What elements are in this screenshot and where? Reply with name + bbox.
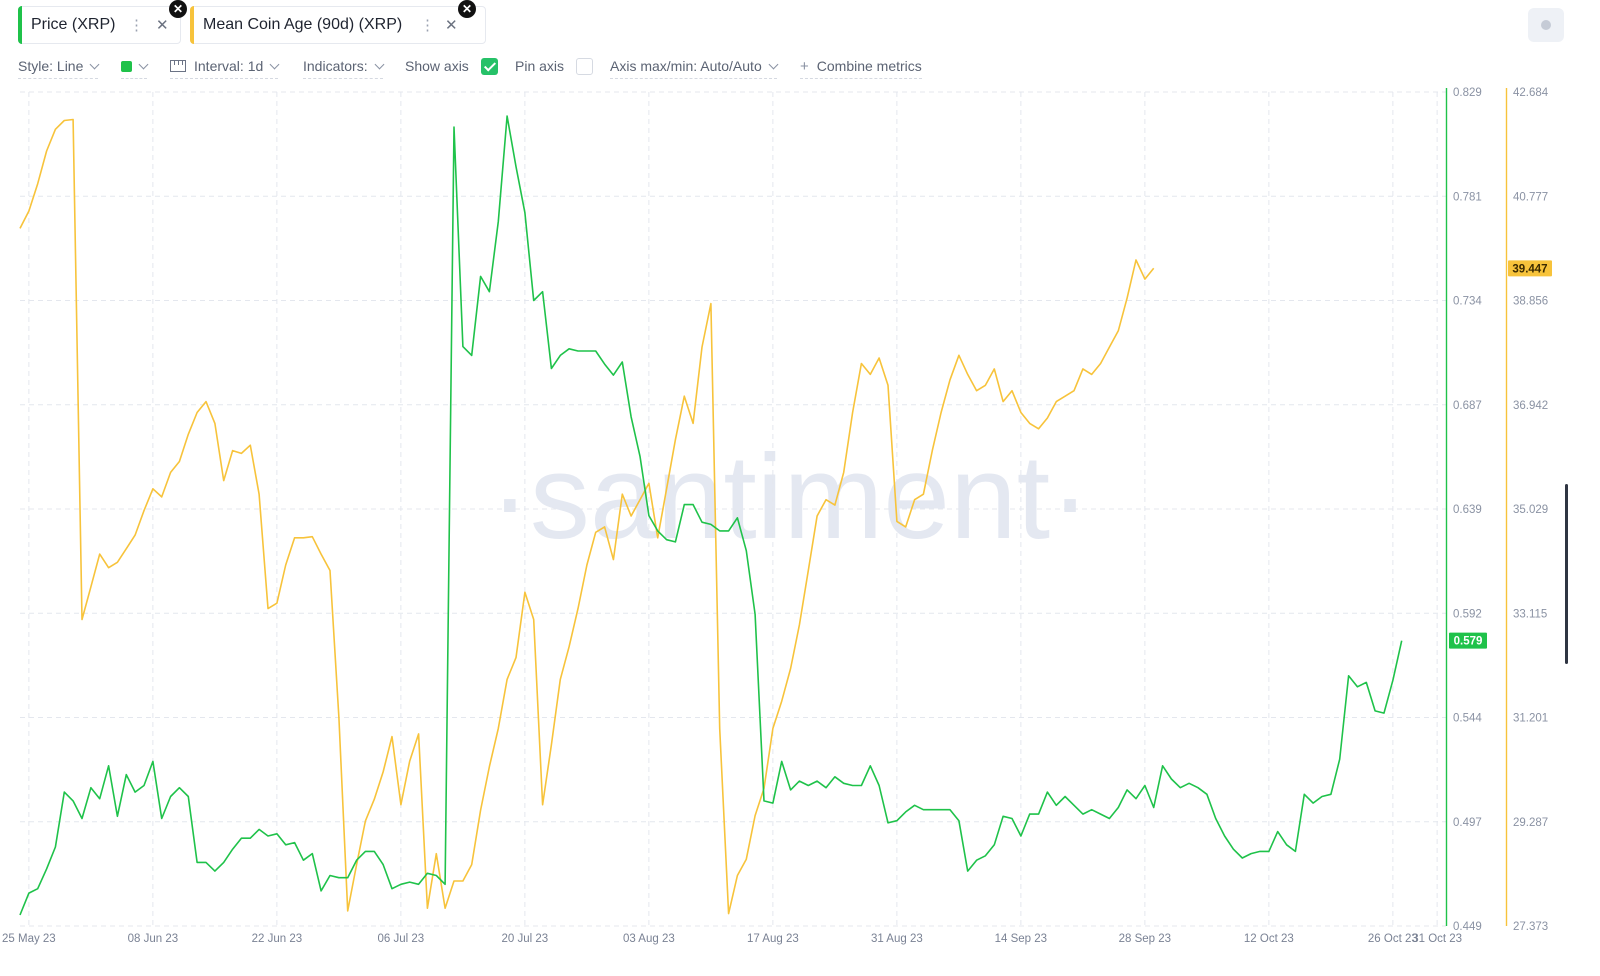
tab-color-accent bbox=[18, 6, 22, 44]
settings-toggle-button[interactable] bbox=[1528, 8, 1564, 42]
price-axis-tick: 0.544 bbox=[1453, 713, 1482, 725]
axis-minmax-label: Axis max/min: Auto/Auto bbox=[610, 58, 762, 74]
price-last-value: 0.579 bbox=[1454, 636, 1483, 648]
price-last-value-badge bbox=[1449, 632, 1487, 649]
price-line bbox=[19, 115, 1403, 916]
age-axis-tick: 35.029 bbox=[1513, 504, 1548, 516]
interval-dropdown[interactable]: Interval: 1d bbox=[170, 56, 280, 79]
tab-label: Mean Coin Age (90d) (XRP) bbox=[203, 16, 403, 33]
x-axis-tick: 06 Jul 23 bbox=[378, 933, 425, 945]
tab-price-xrp[interactable]: Price (XRP) ⋮ ✕ ✕ bbox=[18, 0, 187, 44]
x-axis-tick: 08 Jun 23 bbox=[128, 933, 179, 945]
combine-metrics-button[interactable]: + Combine metrics bbox=[800, 56, 922, 79]
price-axis-tick: 0.781 bbox=[1453, 191, 1482, 203]
show-axis-label: Show axis bbox=[405, 58, 469, 74]
checkbox-icon[interactable] bbox=[575, 57, 593, 75]
age-axis-tick: 36.942 bbox=[1513, 400, 1548, 412]
style-label: Style: Line bbox=[18, 58, 84, 74]
remove-icon[interactable]: ✕ bbox=[169, 0, 187, 18]
x-axis-tick: 22 Jun 23 bbox=[252, 933, 303, 945]
x-axis-tick: 26 Oct 23 bbox=[1368, 933, 1418, 945]
indicators-label: Indicators: bbox=[303, 58, 368, 74]
color-swatch bbox=[121, 61, 132, 72]
price-axis-tick: 0.687 bbox=[1453, 400, 1482, 412]
mean-coin-age-line bbox=[19, 118, 1155, 915]
x-axis-tick: 14 Sep 23 bbox=[995, 933, 1047, 945]
x-axis-tick: 31 Oct 23 bbox=[1412, 933, 1462, 945]
x-axis-tick: 28 Sep 23 bbox=[1119, 933, 1171, 945]
indicators-dropdown[interactable]: Indicators: bbox=[303, 56, 385, 79]
pin-axis-toggle[interactable]: Pin axis bbox=[515, 56, 593, 78]
x-axis-tick: 03 Aug 23 bbox=[623, 933, 675, 945]
tab-mean-coin-age[interactable]: Mean Coin Age (90d) (XRP) ⋮ ✕ ✕ bbox=[190, 0, 486, 44]
x-axis-tick: 17 Aug 23 bbox=[747, 933, 799, 945]
price-axis-tick: 0.734 bbox=[1453, 296, 1482, 308]
combine-label: Combine metrics bbox=[816, 58, 922, 74]
pin-axis-label: Pin axis bbox=[515, 58, 565, 74]
axis-minmax-dropdown[interactable]: Axis max/min: Auto/Auto bbox=[610, 56, 779, 79]
axes bbox=[1445, 88, 1508, 926]
axis-labels: 0.829 0.781 0.734 0.687 0.639 0.592 0.544 0.497… bbox=[2, 87, 1552, 945]
age-axis-tick: 29.287 bbox=[1513, 817, 1548, 829]
x-axis-tick: 31 Aug 23 bbox=[871, 933, 923, 945]
interval-icon bbox=[170, 60, 186, 72]
interval-label: Interval: 1d bbox=[194, 58, 264, 74]
grid bbox=[20, 91, 1446, 927]
dot-icon bbox=[1541, 20, 1551, 30]
age-last-value: 39.447 bbox=[1512, 263, 1547, 275]
age-axis-tick: 42.684 bbox=[1513, 87, 1549, 99]
show-axis-toggle[interactable]: Show axis bbox=[405, 56, 498, 78]
tab-label: Price (XRP) bbox=[31, 16, 116, 33]
x-axis-tick: 12 Oct 23 bbox=[1244, 933, 1294, 945]
tab-color-accent bbox=[190, 6, 194, 44]
watermark: ·santiment· bbox=[490, 430, 1090, 564]
plus-icon: + bbox=[800, 58, 809, 75]
remove-icon[interactable]: ✕ bbox=[458, 0, 476, 18]
color-dropdown[interactable] bbox=[121, 56, 149, 79]
checkbox-icon[interactable] bbox=[480, 57, 498, 75]
age-axis-tick: 38.856 bbox=[1513, 296, 1548, 308]
price-axis-tick: 0.497 bbox=[1453, 817, 1482, 829]
price-axis-tick: 0.592 bbox=[1453, 608, 1482, 620]
age-axis-tick: 40.777 bbox=[1513, 191, 1548, 203]
price-axis-tick: 0.449 bbox=[1453, 921, 1482, 933]
age-last-value-badge bbox=[1508, 260, 1552, 277]
price-axis-tick: 0.639 bbox=[1453, 504, 1482, 516]
age-axis-tick: 31.201 bbox=[1513, 713, 1548, 725]
age-axis-tick: 33.115 bbox=[1513, 608, 1547, 620]
menu-dots-icon[interactable]: ⋮ bbox=[129, 17, 144, 34]
price-axis-tick: 0.829 bbox=[1453, 87, 1482, 99]
x-axis-tick: 20 Jul 23 bbox=[502, 933, 549, 945]
scrollbar[interactable] bbox=[1565, 484, 1568, 664]
series-lines bbox=[19, 115, 1403, 916]
age-axis-tick: 27.373 bbox=[1513, 921, 1548, 933]
x-axis-tick: 25 May 23 bbox=[2, 933, 56, 945]
close-icon[interactable]: ✕ bbox=[156, 17, 169, 34]
style-dropdown[interactable]: Style: Line bbox=[18, 56, 100, 79]
close-icon[interactable]: ✕ bbox=[445, 17, 458, 34]
menu-dots-icon[interactable]: ⋮ bbox=[420, 17, 435, 34]
